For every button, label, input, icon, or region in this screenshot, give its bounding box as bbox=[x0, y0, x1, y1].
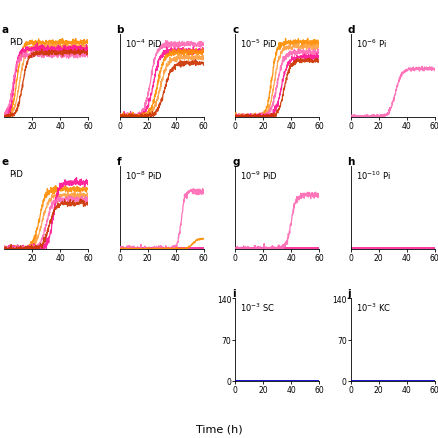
Text: PiD: PiD bbox=[9, 170, 23, 178]
Text: PiD: PiD bbox=[9, 38, 23, 46]
Text: $10^{-5}$ PiD: $10^{-5}$ PiD bbox=[240, 38, 277, 50]
Text: $10^{-9}$ PiD: $10^{-9}$ PiD bbox=[240, 170, 277, 182]
Text: $10^{-6}$ Pi: $10^{-6}$ Pi bbox=[355, 38, 386, 50]
Text: Time (h): Time (h) bbox=[196, 424, 242, 434]
Text: a: a bbox=[1, 25, 8, 35]
Text: i: i bbox=[232, 289, 235, 299]
Text: $10^{-3}$ KC: $10^{-3}$ KC bbox=[355, 301, 390, 314]
Text: $10^{-10}$ Pi: $10^{-10}$ Pi bbox=[355, 170, 390, 182]
Text: b: b bbox=[116, 25, 124, 35]
Text: $10^{-8}$ PiD: $10^{-8}$ PiD bbox=[125, 170, 162, 182]
Text: d: d bbox=[347, 25, 354, 35]
Text: f: f bbox=[116, 157, 121, 167]
Text: c: c bbox=[232, 25, 238, 35]
Text: $10^{-3}$ SC: $10^{-3}$ SC bbox=[240, 301, 275, 314]
Text: h: h bbox=[347, 157, 354, 167]
Text: $10^{-4}$ PiD: $10^{-4}$ PiD bbox=[125, 38, 162, 50]
Text: j: j bbox=[347, 289, 350, 299]
Text: e: e bbox=[1, 157, 8, 167]
Text: g: g bbox=[232, 157, 239, 167]
